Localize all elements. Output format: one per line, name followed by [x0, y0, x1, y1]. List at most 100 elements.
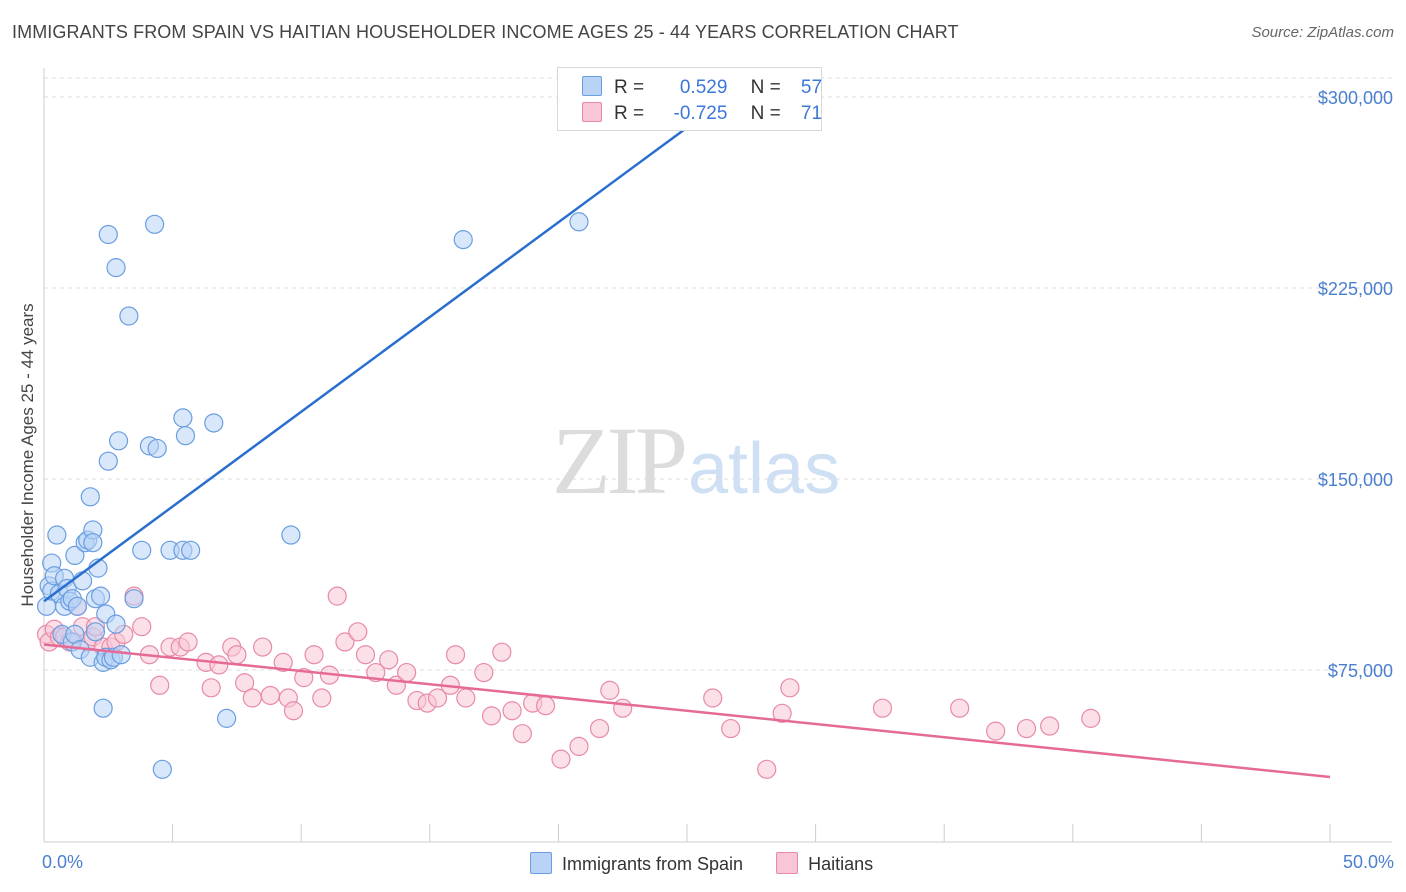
spain-points: [36, 212, 589, 779]
haitians-point: [312, 688, 332, 708]
legend-item-spain: Immigrants from Spain: [530, 852, 743, 875]
spain-point: [67, 596, 88, 616]
y-tick-label: $150,000: [1318, 470, 1393, 490]
legend-n-label: N =: [750, 77, 781, 98]
legend-swatch-spain: [530, 852, 552, 874]
haitians-points: [36, 586, 1101, 779]
haitians-point: [427, 688, 448, 708]
legend-item-haiti: Haitians: [776, 852, 873, 875]
spain-point: [173, 408, 193, 428]
watermark: ZIPatlas: [552, 405, 840, 516]
legend-swatch-spain: [582, 76, 602, 96]
haitians-point: [445, 645, 466, 665]
spain-point: [65, 545, 85, 566]
y-axis-label: Householder Income Ages 25 - 44 years: [18, 303, 37, 607]
haitians-point: [721, 718, 741, 739]
haitians-point: [283, 701, 304, 721]
spain-point: [175, 426, 196, 446]
axes: [43, 68, 1392, 843]
haitians-point: [772, 703, 792, 723]
spain-point: [453, 230, 473, 250]
y-tick-label: $225,000: [1318, 279, 1393, 299]
spain-point: [98, 451, 118, 471]
haitians-point: [600, 680, 620, 700]
legend-n-value-haiti: 71: [800, 103, 823, 124]
haitians-point: [227, 645, 247, 665]
legend-r-value-spain: 0.529: [679, 77, 728, 98]
spain-point: [108, 431, 129, 451]
haitians-point: [474, 662, 494, 683]
legend-label-spain: Immigrants from Spain: [562, 854, 744, 874]
haitians-point: [703, 688, 723, 708]
haitians-point: [1081, 708, 1101, 728]
spain-point: [181, 540, 201, 560]
spain-point: [217, 708, 237, 728]
legend-swatch-haiti: [582, 102, 602, 122]
haitians-point: [1040, 716, 1060, 736]
spain-point: [93, 698, 113, 718]
haitians-point: [355, 645, 376, 665]
spain-point: [152, 759, 172, 779]
legend-r-value-haiti: -0.725: [673, 103, 728, 124]
haitians-point: [613, 698, 633, 718]
spain-point: [106, 614, 126, 634]
watermark-zip: ZIP: [552, 407, 688, 514]
spain-point: [124, 589, 144, 609]
legend-n-label: N =: [750, 103, 781, 124]
haitians-point: [481, 706, 502, 726]
x-tick-max: 50.0%: [1342, 852, 1394, 872]
spain-point: [119, 306, 139, 326]
haitians-point: [201, 678, 221, 698]
spain-point: [80, 487, 100, 507]
haitians-point: [294, 668, 314, 688]
spain-point: [90, 586, 111, 606]
legend-row-haiti: R = -0.725 N = 71: [582, 102, 822, 126]
spain-point: [72, 571, 93, 591]
legend-r-label: R =: [614, 77, 645, 98]
haitians-point: [253, 637, 273, 657]
spain-point: [132, 540, 152, 560]
spain-point: [111, 645, 131, 665]
spain-point: [204, 413, 224, 433]
haitians-point: [456, 688, 476, 708]
y-tick-labels: $75,000 $150,000 $225,000 $300,000: [1318, 88, 1393, 681]
haitians-point: [397, 662, 417, 683]
legend-label-haiti: Haitians: [808, 854, 874, 874]
haitians-point: [589, 718, 610, 739]
haitians-point: [872, 698, 893, 718]
y-tick-label: $300,000: [1318, 88, 1393, 108]
grid-lines: [44, 77, 1392, 671]
trend-lines: [43, 126, 1331, 779]
spain-point: [281, 525, 301, 545]
haitians-point: [1016, 718, 1037, 739]
haitians-point: [379, 650, 399, 670]
haitians-point: [273, 652, 293, 672]
chart-title: IMMIGRANTS FROM SPAIN VS HAITIAN HOUSEHO…: [12, 22, 959, 42]
spain-point: [106, 258, 126, 278]
haitians-point: [780, 678, 800, 698]
spain-point: [47, 525, 67, 545]
watermark-atlas: atlas: [688, 429, 841, 509]
legend-row-spain: R = 0.529 N = 57: [582, 76, 822, 100]
haitians-point: [209, 655, 229, 675]
spain-point: [144, 214, 165, 234]
haitians-point: [535, 696, 556, 716]
haitians-point: [178, 632, 198, 652]
spain-trend-line: [43, 126, 688, 603]
haitians-point: [551, 749, 571, 769]
haitians-point: [569, 736, 589, 757]
spain-point: [83, 533, 103, 553]
spain-point: [98, 224, 118, 245]
haitians-point: [512, 724, 532, 744]
spain-point: [85, 622, 106, 642]
haitians-point: [348, 622, 368, 642]
haitians-point: [260, 685, 280, 706]
haitians-trend-line: [43, 643, 1331, 779]
haitians-point: [242, 688, 262, 708]
haitians-point: [304, 645, 324, 665]
haitians-point: [335, 632, 355, 652]
spain-point: [147, 438, 167, 459]
haitians-point: [502, 701, 522, 721]
y-tick-label: $75,000: [1328, 661, 1393, 681]
